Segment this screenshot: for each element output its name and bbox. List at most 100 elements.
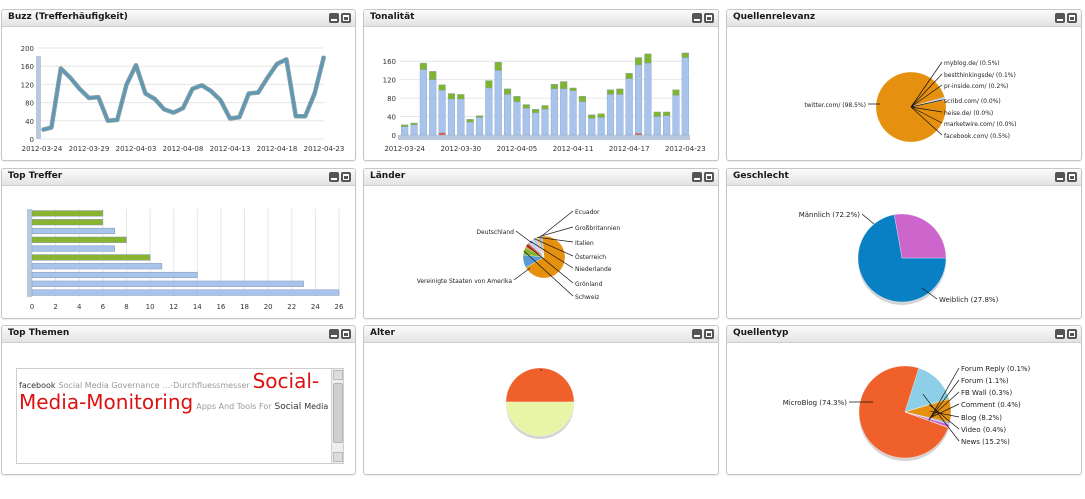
minimize-icon[interactable] (329, 13, 339, 23)
tag-cloud: facebook Social Media Governance ...-Durch… (16, 368, 344, 464)
buzz-y-tick-label: 0 (30, 136, 34, 144)
buzz-panel-header: Buzz (Trefferhäufigkeit) (2, 10, 355, 27)
buzz-line-chart: 0 40 80 120 160 200 2012-03-24 2012-03-29 2012-0… (21, 45, 345, 153)
alter-slice (505, 367, 575, 403)
minimize-icon[interactable] (692, 329, 702, 339)
buzz-data-point (144, 92, 147, 95)
ton-bar-segment (410, 124, 418, 136)
top-x-tick-label: 22 (287, 303, 296, 311)
qrel-slice-label: scribd.com/ (0.0%) (944, 98, 1001, 105)
qrel-leader-line (910, 106, 943, 113)
tag-link[interactable]: Apps And Tools For (196, 402, 272, 411)
qtyp-leader-line (929, 403, 960, 419)
ton-bar-segment (606, 89, 615, 95)
qrel-leader-line (910, 106, 943, 136)
buzz-x-tick-label: 2012-04-23 (304, 145, 345, 153)
laender-leader-line (541, 210, 574, 237)
top-bar (31, 236, 127, 243)
qtyp-leader-line (928, 379, 960, 420)
buzz-data-point (41, 129, 43, 131)
tag-link[interactable]: Social Media Governance (58, 381, 160, 390)
quellenrelevanz-panel: Quellenrelevanz twitter.com/ (98.5%) mybl… (726, 9, 1082, 161)
buzz-axis-bar (36, 56, 41, 139)
minimize-icon[interactable] (692, 13, 702, 23)
topthemen-panel: Top Themen facebook Social Media Governan… (1, 325, 356, 475)
tag-cloud-scrollbar[interactable] (331, 369, 343, 463)
qrel-slice-label: myblog.de/ (0.5%) (944, 60, 1000, 67)
tag-link[interactable]: ...-Durchfluessmesser (162, 381, 250, 390)
ton-y-tick-label: 40 (387, 114, 396, 122)
laender-slice-label: Deutschland (476, 229, 514, 236)
toptreffer-panel-title: Top Treffer (8, 171, 63, 181)
maximize-icon[interactable] (1067, 329, 1077, 339)
laender-slice-label: Italien (575, 240, 594, 247)
tag-link[interactable]: facebook (19, 381, 56, 390)
quellenrelevanz-pie-chart: twitter.com/ (98.5%) myblog.de/ (0.5%) bes… (804, 60, 1016, 143)
top-bar (31, 271, 198, 279)
geschlecht-panel-title: Geschlecht (733, 171, 789, 181)
ton-bar-segment (475, 115, 484, 118)
toptreffer-panel-header: Top Treffer (2, 169, 355, 186)
top-x-tick-label: 12 (169, 303, 178, 311)
quellentyp-panel: Quellentyp MicroBlog (74.3%) News (15.2%)… (726, 325, 1082, 475)
tag-link[interactable]: Social (274, 402, 302, 412)
minimize-icon[interactable] (1055, 329, 1065, 339)
laender-panel: Länder Deutschland Vereinigte Staaten von… (363, 168, 719, 319)
buzz-panel: Buzz (Trefferhäufigkeit) 0 40 80 120 160 200 2… (1, 9, 356, 161)
buzz-x-tick-label: 2012-04-18 (257, 145, 298, 153)
buzz-x-tick-label: 2012-03-29 (69, 145, 110, 153)
laender-pie-chart: Deutschland Vereinigte Staaten von Amerik… (417, 209, 621, 301)
buzz-data-point (88, 97, 90, 99)
minimize-icon[interactable] (1055, 13, 1065, 23)
ton-bar-segment (625, 73, 633, 79)
maximize-icon[interactable] (341, 172, 351, 182)
top-x-tick-label: 14 (193, 303, 202, 311)
ton-bar-segment (588, 118, 596, 136)
qrel-leader-line (910, 99, 943, 108)
scroll-up-icon[interactable] (333, 370, 343, 380)
ton-bar-segment (560, 81, 568, 90)
ton-bar-segment (522, 104, 530, 109)
alter-slice (505, 401, 575, 437)
maximize-icon[interactable] (704, 329, 714, 339)
minimize-icon[interactable] (692, 172, 702, 182)
maximize-icon[interactable] (1067, 172, 1077, 182)
tag-link[interactable]: Media-Monitoring (19, 390, 194, 414)
maximize-icon[interactable] (704, 13, 714, 23)
maximize-icon[interactable] (341, 329, 351, 339)
laender-leader-line (526, 244, 574, 284)
maximize-icon[interactable] (341, 13, 351, 23)
buzz-data-point (116, 119, 118, 121)
ton-bar-segment (541, 105, 549, 110)
gesch-slice-label: Männlich (72.2%) (799, 211, 861, 219)
ton-bar-segment (410, 122, 418, 126)
ton-bar-segment (653, 111, 661, 117)
tonalitaet-bar-chart: 0 40 80 120 160 2012-03-24 2012-03-30 2012-04-0… (383, 52, 706, 153)
qtyp-slice-label: FB Wall (0.3%) (961, 389, 1012, 397)
buzz-y-tick-label: 40 (25, 118, 34, 126)
minimize-icon[interactable] (329, 329, 339, 339)
minimize-icon[interactable] (329, 172, 339, 182)
buzz-data-point (135, 64, 137, 67)
scroll-thumb[interactable] (333, 383, 343, 443)
qtyp-slice-label: Blog (8.2%) (961, 414, 1002, 422)
tag-link[interactable]: Media Media Marketing (304, 402, 343, 411)
buzz-data-point (248, 92, 250, 95)
top-bar (31, 263, 163, 270)
qtyp-slice-label: Comment (0.4%) (961, 401, 1021, 409)
tonalitaet-panel: Tonalität 0 40 80 120 160 2012-03-24 2012-03-3… (363, 9, 719, 161)
ton-bar-segment (616, 88, 624, 95)
top-x-tick-label: 8 (124, 303, 128, 311)
buzz-data-point (276, 63, 278, 65)
quellenrelevanz-panel-header: Quellenrelevanz (727, 10, 1081, 27)
top-bar (31, 219, 104, 226)
qtyp-leader-line (922, 393, 960, 442)
minimize-icon[interactable] (1055, 172, 1065, 182)
ton-bar-segment (532, 108, 540, 114)
ton-bar-segment (634, 57, 643, 66)
tag-link[interactable]: Social- (252, 369, 320, 393)
maximize-icon[interactable] (1067, 13, 1077, 23)
scroll-down-icon[interactable] (333, 452, 343, 462)
maximize-icon[interactable] (704, 172, 714, 182)
buzz-y-tick-label: 160 (21, 63, 34, 71)
